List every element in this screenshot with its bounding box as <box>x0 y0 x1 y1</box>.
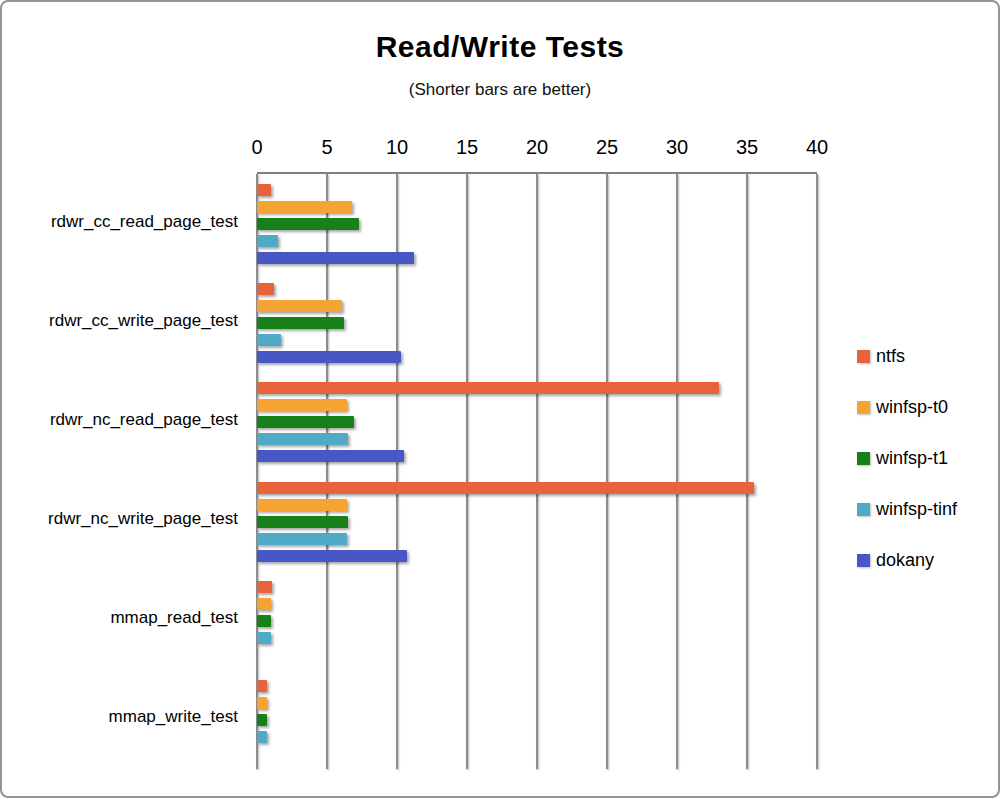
legend-swatch-winfsp-tinf <box>857 503 870 516</box>
bar-ntfs-rdwr_nc_read_page_test <box>257 382 719 394</box>
category-label-mmap_read_test: mmap_read_test <box>3 608 238 628</box>
category-label-mmap_write_test: mmap_write_test <box>3 707 238 727</box>
legend-swatch-dokany <box>857 554 870 567</box>
legend-item-dokany: dokany <box>857 550 957 571</box>
bar-winfsp-tinf-rdwr_nc_write_page_test <box>257 533 347 545</box>
bar-winfsp-tinf-mmap_write_test <box>257 731 267 743</box>
category-label-rdwr_nc_read_page_test: rdwr_nc_read_page_test <box>3 410 238 430</box>
x-tick-label-30: 30 <box>647 136 707 159</box>
bar-winfsp-t1-rdwr_nc_write_page_test <box>257 516 348 528</box>
bar-winfsp-t0-rdwr_nc_read_page_test <box>257 399 347 411</box>
legend-item-ntfs: ntfs <box>857 346 957 367</box>
chart-window: Read/Write Tests (Shorter bars are bette… <box>0 0 1000 798</box>
legend-swatch-winfsp-t0 <box>857 401 870 414</box>
gridline-20 <box>536 174 538 769</box>
legend-swatch-winfsp-t1 <box>857 452 870 465</box>
gridline-30 <box>676 174 678 769</box>
bar-winfsp-t0-mmap_read_test <box>257 598 271 610</box>
bar-dokany-rdwr_cc_write_page_test <box>257 351 401 363</box>
bar-ntfs-rdwr_cc_read_page_test <box>257 184 271 196</box>
gridline-40 <box>816 174 818 769</box>
category-label-rdwr_cc_write_page_test: rdwr_cc_write_page_test <box>3 311 238 331</box>
legend-item-winfsp-tinf: winfsp-tinf <box>857 499 957 520</box>
bar-winfsp-t1-rdwr_cc_read_page_test <box>257 218 359 230</box>
legend-item-winfsp-t0: winfsp-t0 <box>857 397 957 418</box>
bar-ntfs-rdwr_cc_write_page_test <box>257 283 274 295</box>
x-tick-label-5: 5 <box>297 136 357 159</box>
bar-dokany-rdwr_cc_read_page_test <box>257 252 414 264</box>
gridline-25 <box>606 174 608 769</box>
legend-label-winfsp-tinf: winfsp-tinf <box>876 499 957 520</box>
bar-winfsp-t0-rdwr_cc_write_page_test <box>257 300 342 312</box>
bar-winfsp-t1-mmap_write_test <box>257 714 267 726</box>
bar-winfsp-tinf-rdwr_cc_read_page_test <box>257 235 278 247</box>
bar-ntfs-mmap_read_test <box>257 581 272 593</box>
gridline-15 <box>466 174 468 769</box>
bar-winfsp-t0-rdwr_cc_read_page_test <box>257 201 352 213</box>
bar-winfsp-tinf-rdwr_nc_read_page_test <box>257 433 348 445</box>
bar-winfsp-t1-mmap_read_test <box>257 615 271 627</box>
bar-ntfs-mmap_write_test <box>257 680 267 692</box>
bar-winfsp-t1-rdwr_cc_write_page_test <box>257 317 344 329</box>
legend-label-dokany: dokany <box>876 550 934 571</box>
bar-winfsp-t0-rdwr_nc_write_page_test <box>257 499 347 511</box>
bar-winfsp-t0-mmap_write_test <box>257 697 267 709</box>
gridline-35 <box>746 174 748 769</box>
legend-label-winfsp-t0: winfsp-t0 <box>876 397 948 418</box>
x-tick-label-40: 40 <box>787 136 847 159</box>
category-label-rdwr_nc_write_page_test: rdwr_nc_write_page_test <box>3 509 238 529</box>
bar-dokany-rdwr_nc_write_page_test <box>257 550 407 562</box>
x-tick-label-35: 35 <box>717 136 777 159</box>
legend-item-winfsp-t1: winfsp-t1 <box>857 448 957 469</box>
bar-winfsp-tinf-rdwr_cc_write_page_test <box>257 334 281 346</box>
x-tick-label-25: 25 <box>577 136 637 159</box>
bar-winfsp-tinf-mmap_read_test <box>257 632 271 644</box>
x-tick-label-10: 10 <box>367 136 427 159</box>
x-tick-label-0: 0 <box>227 136 287 159</box>
chart-subtitle: (Shorter bars are better) <box>2 80 998 100</box>
bar-dokany-rdwr_nc_read_page_test <box>257 450 404 462</box>
legend-label-winfsp-t1: winfsp-t1 <box>876 448 948 469</box>
x-tick-label-20: 20 <box>507 136 567 159</box>
chart-title: Read/Write Tests <box>2 30 998 64</box>
bar-winfsp-t1-rdwr_nc_read_page_test <box>257 416 354 428</box>
category-label-rdwr_cc_read_page_test: rdwr_cc_read_page_test <box>3 212 238 232</box>
plot-area <box>257 172 817 769</box>
legend-swatch-ntfs <box>857 350 870 363</box>
bar-ntfs-rdwr_nc_write_page_test <box>257 482 754 494</box>
x-tick-label-15: 15 <box>437 136 497 159</box>
legend: ntfs winfsp-t0 winfsp-t1 winfsp-tinf dokany <box>857 346 957 601</box>
legend-label-ntfs: ntfs <box>876 346 905 367</box>
